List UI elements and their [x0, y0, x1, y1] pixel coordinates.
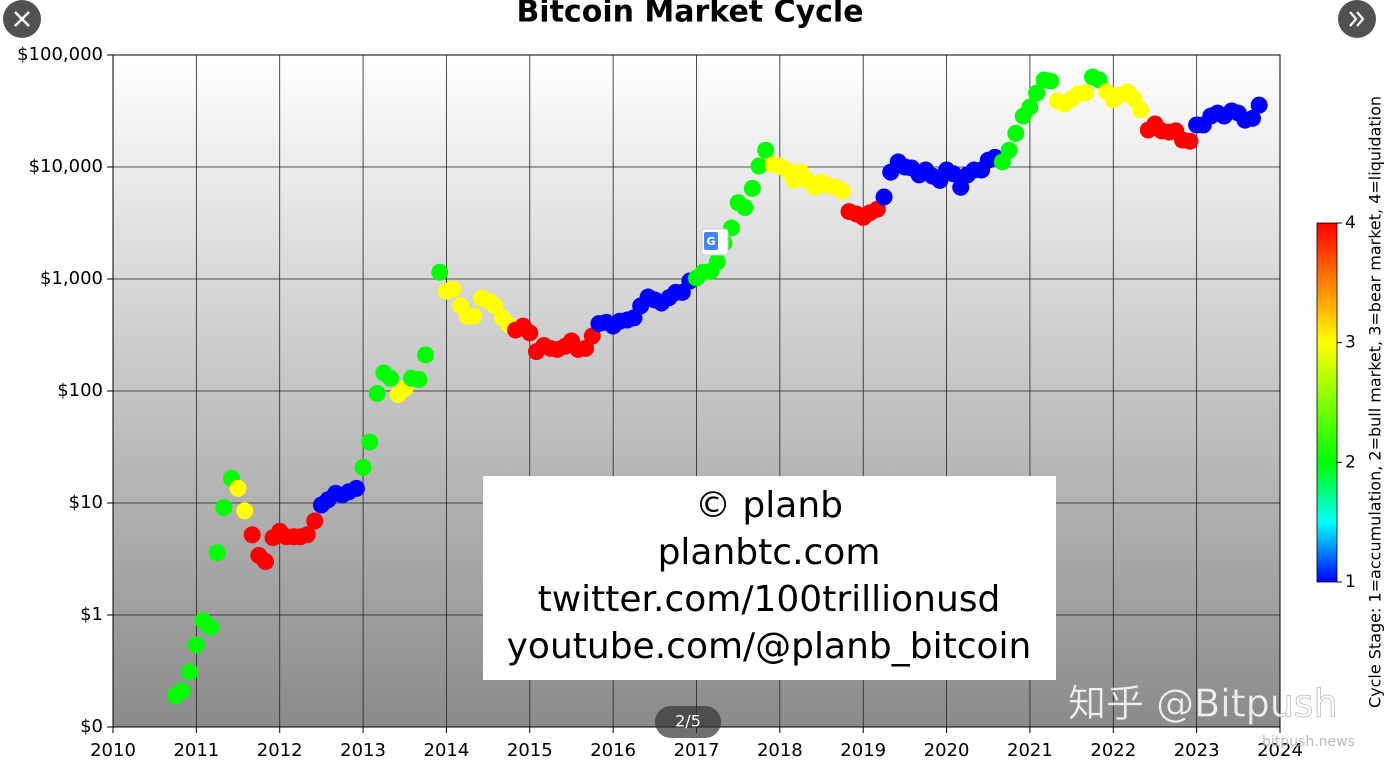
point: [1181, 132, 1199, 150]
point: [708, 253, 726, 271]
point: [1250, 96, 1268, 114]
point: [1077, 84, 1095, 102]
point: [577, 339, 595, 357]
point: [347, 479, 365, 497]
x-tick-label: 2016: [590, 740, 636, 761]
point: [236, 502, 254, 520]
y-tick-label: $0: [80, 716, 103, 737]
point: [306, 512, 324, 530]
point: [243, 526, 261, 544]
point: [521, 324, 539, 342]
y-tick-label: $100,000: [17, 44, 103, 65]
colorbar: [1316, 222, 1338, 583]
annotation-line: © planb: [695, 485, 843, 526]
next-button[interactable]: [1338, 0, 1376, 38]
y-tick-label: $100: [57, 380, 103, 401]
translate-icon[interactable]: G: [701, 228, 729, 256]
x-tick-label: 2022: [1090, 740, 1136, 761]
x-tick-label: 2012: [257, 740, 303, 761]
colorbar-tick-label: 3: [1345, 333, 1356, 353]
colorbar-tick-label: 2: [1345, 452, 1356, 472]
point: [229, 479, 247, 497]
x-tick-label: 2018: [757, 740, 803, 761]
chart-title: Bitcoin Market Cycle: [516, 0, 863, 30]
pager-pill: [655, 706, 721, 738]
point: [187, 636, 205, 654]
x-tick-label: 2014: [424, 740, 470, 761]
colorbar-tick-label: 1: [1345, 572, 1356, 592]
point: [1028, 84, 1046, 102]
point: [1021, 98, 1039, 116]
annotation-line: twitter.com/100trillionusd: [538, 579, 1001, 620]
watermark: 知乎 @Bitpush: [1068, 682, 1338, 726]
point: [354, 458, 372, 476]
point: [417, 346, 435, 364]
x-tick-label: 2019: [840, 740, 886, 761]
point: [1000, 141, 1018, 159]
point: [757, 141, 775, 159]
point: [1042, 72, 1060, 90]
point: [1132, 101, 1150, 119]
point: [743, 179, 761, 197]
colorbar-tick-label: 4: [1345, 213, 1356, 233]
svg-text:G: G: [706, 235, 715, 248]
point: [944, 165, 962, 183]
point: [173, 682, 191, 700]
y-tick-label: $10: [69, 492, 103, 513]
point: [208, 544, 226, 562]
x-tick-label: 2024: [1257, 740, 1303, 761]
point: [465, 307, 483, 325]
point: [444, 280, 462, 298]
point: [486, 296, 504, 314]
point: [833, 182, 851, 200]
point: [202, 618, 220, 636]
watermark-site: bitpush.news: [1262, 734, 1355, 750]
point: [875, 188, 893, 206]
x-tick-label: 2011: [173, 740, 219, 761]
x-tick-label: 2021: [1007, 740, 1053, 761]
point: [382, 369, 400, 387]
point: [431, 263, 449, 281]
y-tick-label: $1,000: [40, 268, 103, 289]
pager: 2/5: [675, 712, 701, 731]
point: [298, 526, 316, 544]
colorbar-label: Cycle Stage: 1=accumulation, 2=bull mark…: [1366, 96, 1385, 708]
x-tick-label: 2013: [340, 740, 386, 761]
y-tick-label: $10,000: [29, 156, 103, 177]
point: [257, 553, 275, 571]
annotation-box: [483, 476, 1056, 680]
point: [1007, 124, 1025, 142]
x-tick-label: 2010: [90, 740, 136, 761]
point: [368, 384, 386, 402]
x-tick-label: 2017: [674, 740, 720, 761]
point: [181, 663, 199, 681]
x-tick-label: 2020: [924, 740, 970, 761]
annotation-line: youtube.com/@planb_bitcoin: [507, 626, 1032, 667]
point: [736, 198, 754, 216]
point: [410, 370, 428, 388]
point: [215, 499, 233, 517]
x-tick-label: 2015: [507, 740, 553, 761]
annotation-line: planbtc.com: [658, 532, 881, 573]
x-tick-label: 2023: [1174, 740, 1220, 761]
point: [750, 157, 768, 175]
point: [1243, 109, 1261, 127]
point: [361, 433, 379, 451]
close-button[interactable]: [3, 0, 41, 38]
y-tick-label: $1: [80, 604, 103, 625]
